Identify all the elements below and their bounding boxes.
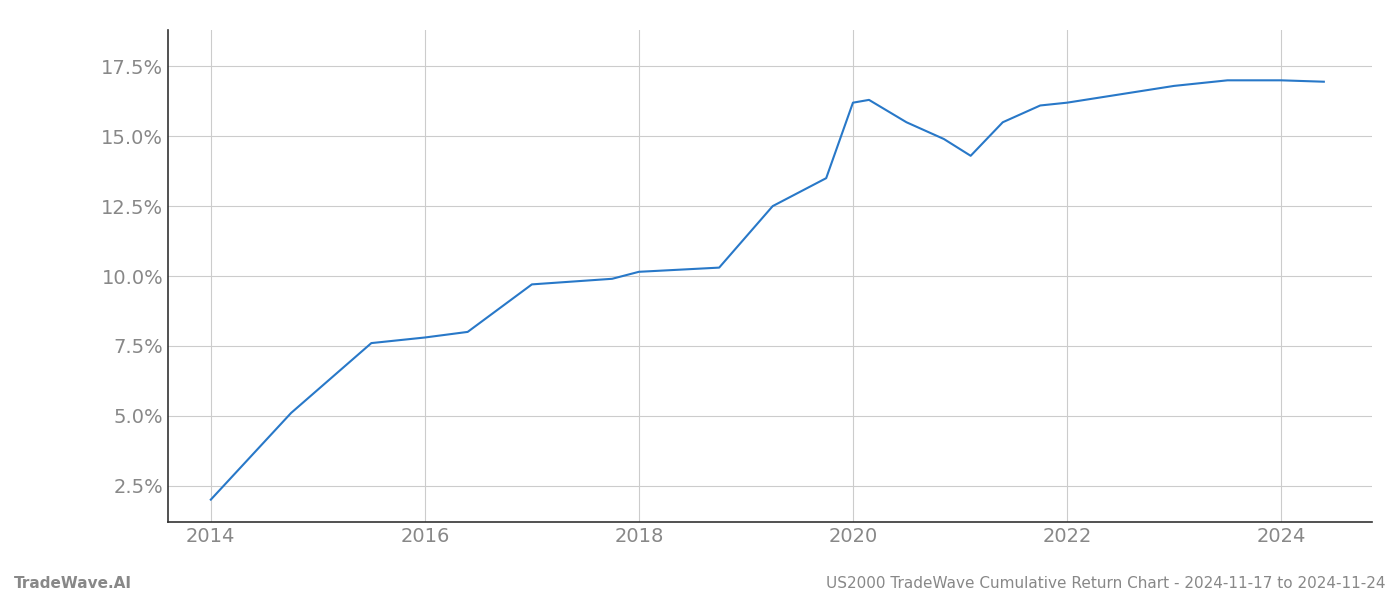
Text: TradeWave.AI: TradeWave.AI xyxy=(14,576,132,591)
Text: US2000 TradeWave Cumulative Return Chart - 2024-11-17 to 2024-11-24: US2000 TradeWave Cumulative Return Chart… xyxy=(826,576,1386,591)
